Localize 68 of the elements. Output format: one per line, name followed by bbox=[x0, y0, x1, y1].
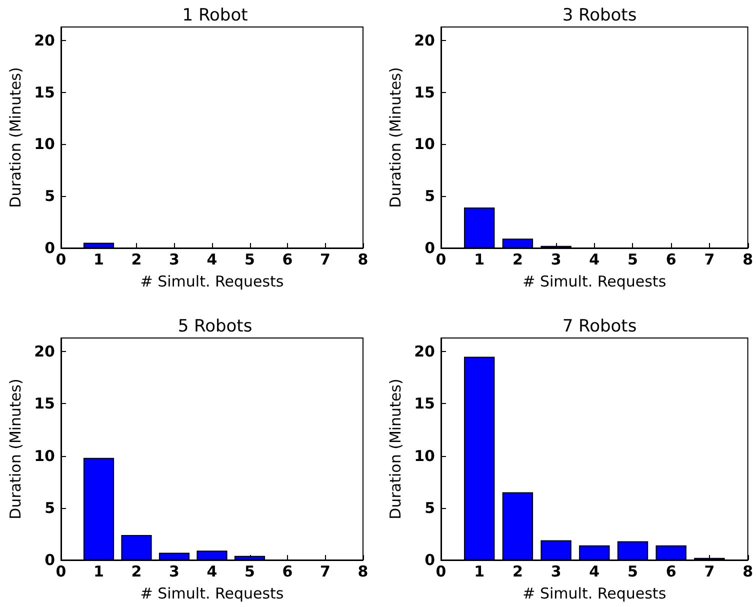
y-tick-label: 0 bbox=[44, 239, 55, 257]
x-tick-label: 0 bbox=[436, 250, 446, 268]
x-tick-label: 5 bbox=[628, 250, 638, 268]
x-tick-label: 3 bbox=[169, 250, 180, 268]
chart-title: 5 Robots bbox=[178, 316, 252, 336]
x-tick-label: 7 bbox=[320, 562, 330, 580]
y-tick-label: 15 bbox=[34, 394, 55, 413]
y-axis-title: Duration (Minutes) bbox=[6, 378, 24, 520]
x-tick-label: 7 bbox=[704, 562, 715, 580]
y-tick-label: 10 bbox=[414, 135, 435, 154]
x-tick-label: 2 bbox=[131, 562, 142, 580]
y-tick-label: 0 bbox=[424, 551, 435, 569]
y-tick-label: 20 bbox=[414, 342, 435, 361]
x-tick-label: 3 bbox=[169, 562, 180, 580]
x-tick-label: 4 bbox=[589, 250, 600, 268]
x-tick-label: 3 bbox=[550, 250, 562, 268]
x-tick-label: 0 bbox=[56, 250, 66, 268]
x-tick-label: 8 bbox=[358, 562, 368, 580]
chart-title: 7 Robots bbox=[562, 316, 637, 336]
x-axis-title: # Simult. Requests bbox=[522, 272, 666, 290]
chart-title: 3 Robots bbox=[562, 6, 637, 26]
x-tick-label: 3 bbox=[550, 562, 562, 580]
x-axis-title: # Simult. Requests bbox=[522, 584, 666, 602]
y-tick-label: 15 bbox=[414, 394, 435, 413]
x-tick-label: 4 bbox=[206, 250, 218, 268]
y-tick-label: 20 bbox=[34, 342, 55, 361]
x-tick-label: 2 bbox=[512, 562, 523, 580]
x-tick-label: 1 bbox=[94, 562, 104, 580]
x-tick-label: 5 bbox=[244, 250, 255, 268]
x-tick-label: 7 bbox=[320, 250, 330, 268]
y-axis-title: Duration (Minutes) bbox=[386, 67, 404, 208]
x-tick-label: 6 bbox=[666, 250, 676, 268]
x-tick-label: 1 bbox=[474, 250, 485, 268]
x-tick-label: 5 bbox=[244, 562, 255, 580]
y-tick-label: 15 bbox=[414, 83, 435, 102]
x-tick-label: 4 bbox=[206, 562, 218, 580]
y-axis-title: Duration (Minutes) bbox=[386, 378, 404, 520]
x-tick-label: 1 bbox=[474, 562, 485, 580]
x-tick-label: 2 bbox=[131, 250, 142, 268]
x-tick-label: 1 bbox=[94, 250, 104, 268]
x-tick-label: 5 bbox=[628, 562, 638, 580]
y-tick-label: 5 bbox=[424, 498, 435, 517]
x-tick-label: 0 bbox=[56, 562, 66, 580]
y-tick-label: 20 bbox=[414, 31, 435, 50]
x-tick-label: 0 bbox=[436, 562, 446, 580]
x-axis-title: # Simult. Requests bbox=[140, 272, 284, 290]
y-tick-label: 10 bbox=[414, 446, 435, 465]
y-axis-title: Duration (Minutes) bbox=[6, 67, 24, 208]
y-tick-label: 0 bbox=[424, 239, 435, 257]
y-tick-label: 10 bbox=[34, 135, 55, 154]
x-tick-label: 6 bbox=[282, 562, 293, 580]
x-tick-label: 8 bbox=[742, 562, 753, 580]
y-tick-label: 15 bbox=[34, 83, 55, 102]
x-tick-label: 6 bbox=[666, 562, 676, 580]
y-tick-label: 5 bbox=[44, 187, 55, 206]
y-tick-label: 0 bbox=[44, 551, 55, 569]
x-axis-title: # Simult. Requests bbox=[140, 584, 284, 602]
chart-title: 1 Robot bbox=[182, 6, 248, 26]
y-tick-label: 20 bbox=[34, 31, 55, 50]
y-tick-label: 5 bbox=[424, 187, 435, 206]
x-tick-label: 8 bbox=[358, 250, 368, 268]
x-tick-label: 7 bbox=[704, 250, 715, 268]
x-tick-label: 4 bbox=[589, 562, 600, 580]
x-tick-label: 2 bbox=[512, 250, 523, 268]
y-tick-label: 5 bbox=[44, 498, 55, 517]
x-tick-label: 6 bbox=[282, 250, 293, 268]
y-tick-label: 10 bbox=[34, 446, 55, 465]
x-tick-label: 8 bbox=[742, 250, 753, 268]
